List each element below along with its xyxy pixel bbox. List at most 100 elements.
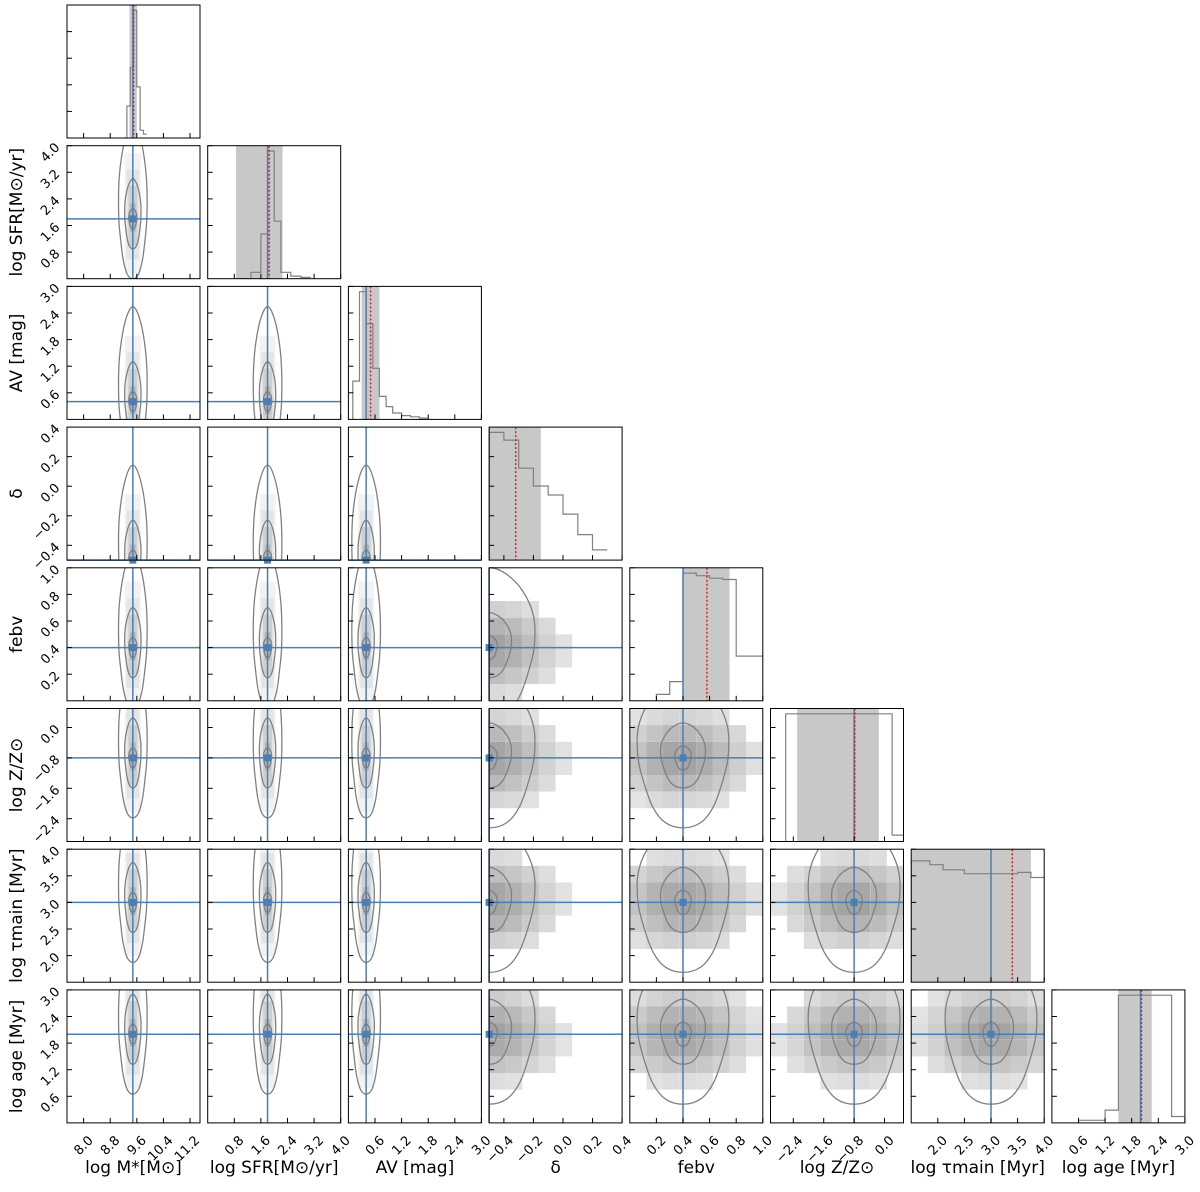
density-cell	[679, 1056, 697, 1073]
density-cell	[539, 915, 556, 933]
density-cell	[505, 725, 523, 742]
density-cell	[646, 775, 663, 792]
panel-4-2	[347, 567, 482, 702]
density-cell	[886, 1056, 904, 1073]
y-axis-label: log SFR[M⊙/yr]	[7, 148, 27, 277]
panel-frame	[770, 708, 904, 842]
panel-2-1	[207, 285, 342, 420]
density-cell	[886, 932, 904, 949]
density-cell	[787, 915, 804, 933]
y-tick-label: 0.2	[38, 451, 63, 476]
x-tick-label: 0.2	[644, 1133, 669, 1158]
density-cell	[522, 758, 539, 775]
density-cell	[679, 1039, 697, 1057]
density-cell	[712, 1056, 730, 1073]
density-cell	[994, 989, 1011, 1007]
truth-marker	[129, 215, 137, 223]
density-cell	[712, 741, 730, 759]
density-cell	[746, 882, 763, 899]
density-cell	[870, 1023, 887, 1040]
panel-content	[489, 708, 573, 829]
density-cell	[853, 1073, 871, 1090]
density-cell	[489, 989, 506, 1007]
density-cell	[787, 1006, 804, 1024]
density-cell	[522, 882, 539, 899]
density-cell	[837, 882, 854, 899]
density-cell	[646, 865, 663, 883]
y-tick-label: 3.5	[38, 870, 63, 895]
density-cell	[696, 758, 713, 775]
panel-4-4	[629, 567, 764, 702]
panel-4-1	[207, 567, 342, 702]
density-cell	[646, 1023, 663, 1040]
density-cell	[663, 899, 680, 916]
panel-1-0	[66, 145, 201, 280]
y-tick-label: −0.2	[30, 510, 63, 543]
panel-3-3	[488, 426, 623, 561]
density-cell	[522, 1023, 539, 1040]
truth-marker	[850, 1030, 858, 1038]
density-cell	[820, 932, 837, 949]
truth-marker	[129, 644, 137, 652]
density-cell	[729, 758, 747, 775]
density-cell	[646, 725, 663, 742]
density-cell	[505, 791, 523, 809]
y-tick-label: 1.2	[38, 1064, 63, 1089]
density-cell	[489, 775, 506, 792]
panel-frame	[488, 708, 623, 842]
x-tick-label: 0.2	[580, 1133, 605, 1158]
density-cell	[539, 741, 556, 759]
density-cell	[663, 1056, 680, 1073]
panel-5-2	[347, 708, 482, 842]
panel-3-0	[66, 426, 201, 564]
density-cell	[787, 1023, 804, 1040]
y-tick-label: 0.0	[38, 481, 63, 506]
panel-7-3	[485, 989, 623, 1124]
density-cell	[746, 741, 763, 759]
density-cell	[679, 1006, 697, 1024]
density-cell	[729, 775, 747, 792]
truth-marker	[129, 754, 137, 762]
y-tick-label: 1.2	[38, 361, 63, 386]
density-cell	[696, 899, 713, 916]
panel-frame	[207, 145, 342, 280]
panel-3-1	[207, 426, 342, 564]
credible-interval	[489, 427, 541, 561]
panel-frame	[1051, 989, 1186, 1124]
density-cell	[853, 1006, 871, 1024]
contour-line	[489, 634, 498, 661]
truth-marker	[264, 754, 272, 762]
density-cell	[646, 932, 663, 949]
density-cell	[803, 1023, 821, 1040]
density-cell	[629, 741, 647, 759]
x-tick-label: 8.8	[98, 1133, 123, 1158]
y-tick-label: 0.6	[38, 387, 63, 412]
density-cell	[729, 1056, 747, 1073]
density-cell	[629, 932, 647, 949]
panel-frame	[66, 285, 201, 420]
panel-frame	[347, 426, 482, 561]
density-cell	[555, 650, 573, 668]
density-cell	[927, 989, 945, 1007]
density-cell	[886, 882, 904, 899]
density-cell	[663, 725, 680, 742]
panel-5-5	[770, 708, 904, 842]
panel-5-4	[629, 708, 764, 842]
x-tick-label: 0.6	[1066, 1133, 1091, 1158]
density-cell	[712, 915, 730, 933]
density-cell	[712, 791, 730, 809]
contour-line	[489, 567, 536, 701]
histogram-step	[1077, 994, 1185, 1123]
panel-content	[629, 989, 763, 1105]
x-tick-label: −0.2	[514, 1133, 547, 1166]
panel-frame	[629, 708, 764, 842]
density-cell	[505, 865, 523, 883]
density-cell	[746, 1006, 763, 1024]
density-cell	[803, 899, 821, 916]
panel-frame	[66, 4, 201, 139]
density-cell	[712, 1006, 730, 1024]
density-cell	[696, 775, 713, 792]
density-cell	[870, 1056, 887, 1073]
density-cell	[629, 1039, 647, 1057]
